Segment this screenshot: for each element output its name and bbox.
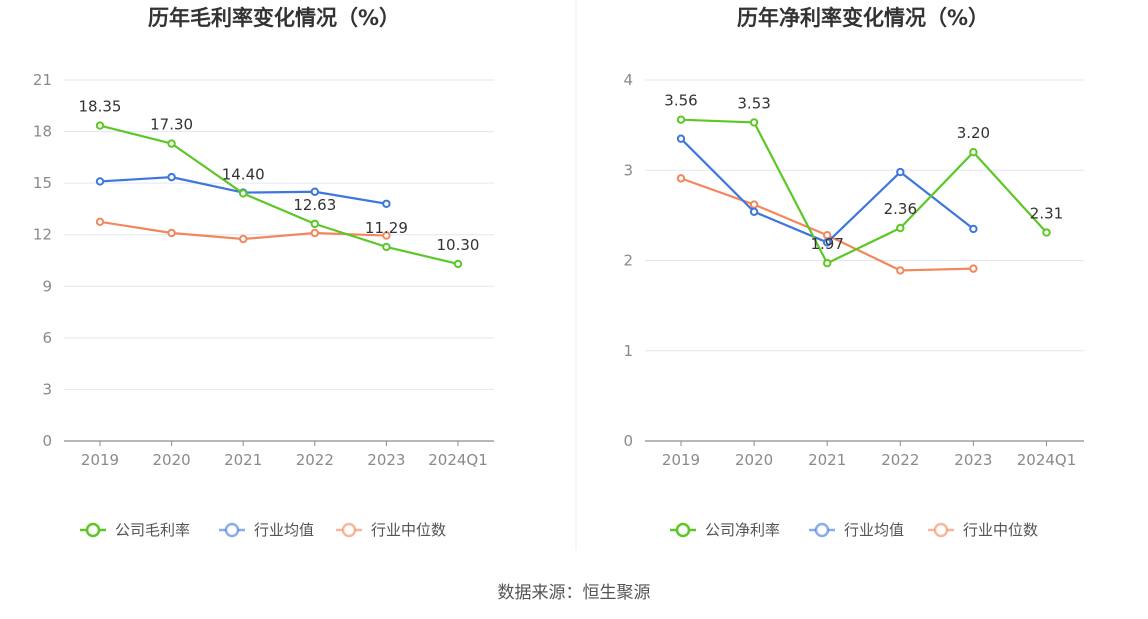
data-label: 2.36 — [884, 200, 917, 218]
chart-title: 历年毛利率变化情况（%） — [148, 6, 400, 30]
data-point-industry_avg[interactable] — [969, 224, 978, 234]
y-tick-label: 21 — [33, 71, 52, 89]
data-label: 11.29 — [365, 219, 408, 237]
data-point-industry_median[interactable] — [749, 200, 759, 209]
x-tick-label: 2021 — [224, 451, 262, 469]
legend-marker-icon — [85, 522, 101, 538]
x-tick-label: 2024Q1 — [428, 451, 488, 469]
data-label: 2.31 — [1030, 205, 1063, 223]
data-point-industry_median[interactable] — [896, 266, 905, 275]
y-tick-label: 0 — [42, 432, 52, 450]
legend-item-industry_avg[interactable]: 行业均值 — [809, 521, 904, 539]
data-point-company[interactable] — [896, 223, 905, 233]
data-point-company[interactable] — [676, 115, 686, 124]
y-tick-label: 1 — [623, 342, 633, 360]
x-tick-label: 2019 — [81, 451, 119, 469]
data-label: 17.30 — [150, 116, 193, 134]
y-tick-label: 6 — [42, 329, 52, 347]
data-label: 3.53 — [737, 94, 770, 112]
data-point-industry_median[interactable] — [676, 174, 686, 183]
gross-margin-chart: 历年毛利率变化情况（%） 0 3 6 9 12 15 18 21 2019 2020 2021 2022… — [33, 6, 494, 539]
legend-label: 行业均值 — [254, 521, 314, 539]
data-point-industry_median[interactable] — [239, 234, 248, 244]
y-tick-label: 0 — [623, 432, 633, 450]
data-point-industry_avg[interactable] — [749, 207, 759, 216]
data-label: 3.20 — [957, 124, 990, 142]
series-line-industry_median — [680, 177, 974, 272]
x-tick-label: 2019 — [662, 451, 700, 469]
data-point-company[interactable] — [167, 139, 176, 148]
legend-item-company[interactable]: 公司毛利率 — [80, 521, 190, 539]
data-point-industry_avg[interactable] — [95, 177, 105, 186]
data-point-industry_avg[interactable] — [676, 134, 686, 143]
chart-title: 历年净利率变化情况（%） — [737, 6, 989, 30]
legend-marker-icon — [341, 522, 357, 538]
series-line-company — [99, 124, 459, 266]
legend-label: 公司毛利率 — [115, 521, 190, 539]
legend-marker-icon — [224, 522, 240, 538]
x-tick-label: 2024Q1 — [1017, 451, 1077, 469]
x-tick-label: 2023 — [954, 451, 992, 469]
data-label: 18.35 — [79, 98, 122, 116]
data-point-company[interactable] — [95, 121, 105, 130]
data-point-industry_avg[interactable] — [382, 199, 391, 208]
net-margin-chart: 历年净利率变化情况（%） 0 1 2 3 4 2019 2020 2021 2022 2023 202… — [623, 6, 1084, 539]
legend-item-industry_median[interactable]: 行业中位数 — [336, 521, 446, 539]
data-point-industry_median[interactable] — [382, 231, 391, 240]
data-point-company[interactable] — [749, 118, 759, 127]
legend-label: 行业中位数 — [963, 521, 1038, 539]
data-point-company[interactable] — [969, 148, 978, 157]
x-tick-label: 2022 — [881, 451, 919, 469]
data-point-industry_median[interactable] — [969, 264, 978, 273]
data-label: 12.63 — [293, 196, 336, 214]
legend-item-industry_median[interactable]: 行业中位数 — [928, 521, 1038, 539]
x-tick-label: 2021 — [808, 451, 846, 469]
data-point-company[interactable] — [310, 219, 319, 229]
data-point-industry_median[interactable] — [167, 228, 176, 238]
x-tick-label: 2020 — [735, 451, 773, 469]
legend-label: 行业均值 — [844, 521, 904, 539]
legend-marker-icon — [675, 522, 691, 538]
y-tick-label: 2 — [623, 252, 633, 270]
data-point-company[interactable] — [239, 189, 248, 198]
y-tick-label: 18 — [33, 123, 52, 141]
y-tick-label: 3 — [42, 380, 52, 398]
data-point-industry_avg[interactable] — [896, 167, 905, 177]
legend-marker-icon — [814, 522, 830, 538]
data-point-company[interactable] — [382, 242, 391, 252]
series-line-industry_avg — [680, 137, 975, 244]
legend-marker-icon — [933, 522, 949, 538]
legend-label: 行业中位数 — [371, 521, 446, 539]
data-point-industry_avg[interactable] — [167, 172, 176, 182]
y-tick-label: 3 — [623, 161, 633, 179]
legend-item-industry_avg[interactable]: 行业均值 — [219, 521, 314, 539]
data-label: 10.30 — [437, 236, 480, 254]
y-tick-label: 12 — [33, 226, 52, 244]
data-point-company[interactable] — [1042, 228, 1051, 237]
data-point-industry_median[interactable] — [310, 228, 319, 238]
data-source-label: 数据来源：恒生聚源 — [498, 583, 651, 603]
data-label: 3.56 — [664, 92, 697, 110]
y-tick-label: 9 — [42, 277, 52, 295]
y-tick-label: 15 — [33, 174, 52, 192]
x-tick-label: 2022 — [296, 451, 334, 469]
data-point-industry_avg[interactable] — [310, 187, 319, 196]
y-tick-label: 4 — [623, 71, 633, 89]
data-point-industry_median[interactable] — [95, 217, 105, 227]
data-label: 1.97 — [810, 235, 843, 253]
x-tick-label: 2023 — [367, 451, 405, 469]
series-line-company — [680, 118, 1048, 265]
data-point-company[interactable] — [823, 259, 832, 268]
data-point-company[interactable] — [453, 259, 463, 269]
x-tick-label: 2020 — [153, 451, 191, 469]
legend-item-company[interactable]: 公司净利率 — [670, 521, 780, 539]
legend-label: 公司净利率 — [705, 521, 780, 539]
data-point-industry_avg[interactable] — [823, 238, 832, 247]
data-label: 14.40 — [222, 165, 265, 183]
